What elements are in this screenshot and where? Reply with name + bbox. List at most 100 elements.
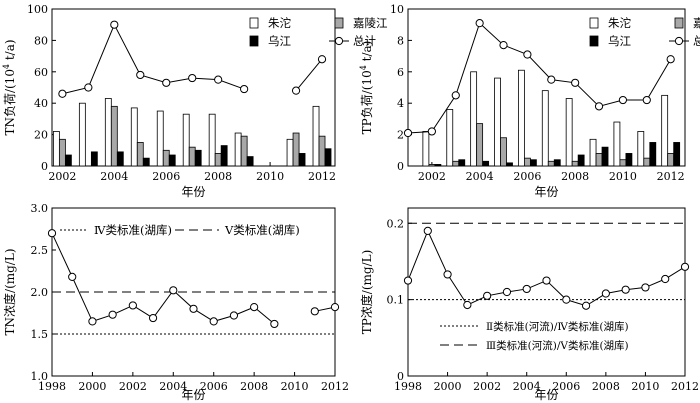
tp-load-bar-1	[517, 69, 525, 167]
tp-load-bar-2	[452, 160, 460, 167]
tp-load-line-point	[427, 127, 436, 136]
tn-conc-x-tick-label: 2000	[78, 380, 106, 393]
tp-conc-line-point	[601, 289, 610, 298]
tp-load-bar-3	[434, 164, 442, 167]
tn-load-bar-2	[188, 146, 196, 167]
tn-conc-x-tick-label: 2012	[321, 380, 349, 393]
tn-load-bar-2	[214, 153, 222, 167]
tp-load-y-tick-label: 2	[397, 129, 404, 142]
tp-load-bar-1	[637, 131, 645, 167]
tp-load-legend-label: 嘉陵江	[693, 16, 700, 30]
tn-load-legend-swatch	[249, 35, 259, 47]
tn-load-y-tick-label: 0	[41, 160, 48, 173]
tn-conc-line-point	[169, 286, 178, 295]
tn-conc-line-point	[189, 304, 198, 313]
tp-conc-line-point	[403, 276, 413, 285]
tn-load-line-point	[240, 84, 249, 94]
tp-load-bar-1	[446, 109, 454, 167]
tn-load-bar-3	[116, 151, 124, 167]
tp-load-bar-2	[619, 159, 627, 167]
tn-load-bar-2	[240, 135, 248, 167]
tn-conc-line-point	[47, 229, 57, 238]
tp-conc-line-point	[581, 301, 591, 310]
tn-conc-y-tick-label: 1.5	[31, 328, 49, 341]
tp-load-bar-2	[476, 123, 484, 167]
tn-load-bar-2	[162, 149, 170, 167]
tn-load-x-tick-label: 2004	[100, 170, 128, 183]
tn-load-y-axis-label: TN负荷/(104 t/a)	[2, 39, 17, 135]
tp-conc-line-point	[522, 284, 531, 294]
tn-load-x-tick-label: 2010	[256, 170, 284, 183]
tn-load-bar-1	[156, 110, 164, 167]
tn-conc-line-point	[88, 317, 97, 326]
tn-load-legend-label: 嘉陵江	[353, 16, 388, 30]
tn-load-bar-3	[90, 151, 98, 167]
tp-conc-legend-label: Ⅲ类标准(河流)/Ⅴ类标准(湖库)	[486, 339, 629, 352]
tp-load-legend-swatch	[589, 17, 599, 29]
tp-load-bar-3	[506, 162, 513, 167]
tp-load-legend-marker	[674, 36, 684, 46]
tn-load-line-point	[136, 70, 145, 80]
tn-conc-x-tick-label: 2002	[119, 380, 147, 393]
tn-load-line-point	[110, 20, 119, 29]
tp-conc-line-point	[661, 274, 670, 284]
tp-load-line-point	[475, 19, 484, 28]
tp-load-line-point	[618, 95, 628, 105]
tn-load-y-tick-label: 80	[34, 34, 48, 47]
tp-load-legend-label: 总计	[693, 34, 700, 48]
tn-conc-x-tick-label: 1998	[38, 380, 66, 393]
tn-load-y-tick-label: 100	[27, 3, 48, 16]
tp-conc-x-axis-label: 年份	[534, 388, 558, 402]
tn-load-bar-3	[64, 154, 72, 167]
tn-load-bar-1	[130, 107, 138, 167]
tp-conc-line-point	[542, 276, 551, 285]
tn-load-legend-marker	[334, 36, 344, 46]
tn-conc-line-point	[68, 272, 77, 281]
tp-load-line-point	[594, 102, 604, 111]
tn-load-bar-3	[246, 156, 254, 167]
tp-load-bar-3	[553, 159, 561, 167]
tp-conc-line-point	[423, 226, 432, 236]
tn-conc-y-tick-label: 2.5	[31, 244, 49, 257]
tn-load-line-point	[58, 89, 67, 98]
tp-load-y-tick-label: 0	[397, 160, 404, 173]
tn-load-bar-2	[292, 132, 300, 167]
tn-load-line-point	[317, 55, 327, 64]
tp-load-bar-1	[422, 131, 430, 167]
tn-load-bar-1	[312, 105, 320, 167]
tp-load-bar-1	[470, 71, 478, 167]
tn-load-bar-3	[142, 157, 150, 167]
tn-conc-line-point	[229, 311, 239, 320]
tp-load-x-tick-label: 2010	[609, 170, 637, 183]
tn-conc-x-tick-label: 2010	[281, 380, 309, 393]
tn-conc-y-axis-label: TN浓度/(mg/L)	[2, 249, 17, 336]
tn-load-legend-label: 朱沱	[268, 16, 291, 30]
tp-load-x-axis-label: 年份	[534, 185, 558, 199]
tn-conc-legend-label: Ⅳ类标准(湖库)	[94, 223, 172, 237]
tp-load-bar-3	[458, 159, 466, 167]
tp-load-legend-label: 朱沱	[608, 16, 631, 30]
tp-load-bar-1	[565, 98, 573, 167]
tp-load-bar-3	[625, 153, 633, 167]
tp-load-x-tick-label: 2006	[513, 170, 541, 183]
tn-conc-y-tick-label: 3.0	[31, 202, 49, 215]
tp-conc-y-tick-label: 0	[397, 370, 404, 383]
tp-conc-x-tick-label: 2006	[552, 380, 580, 393]
tn-conc-line-point	[270, 319, 279, 329]
tp-conc-legend-label: Ⅱ类标准(河流)/Ⅳ类标准(湖库)	[486, 320, 629, 333]
tn-conc-y-tick-label: 1.0	[31, 370, 49, 383]
tp-load-bar-2	[523, 157, 531, 167]
tn-load-bar-3	[168, 154, 176, 167]
tp-load-y-tick-label: 8	[397, 34, 404, 47]
tp-load-line-point	[666, 55, 675, 64]
tp-load-bar-1	[589, 138, 597, 167]
tp-load-x-tick-label: 2012	[657, 170, 685, 183]
tn-load-bar-1	[52, 131, 60, 167]
tp-conc-line-point	[443, 270, 452, 279]
tn-load-series-line	[62, 23, 245, 95]
tp-conc-line-point	[483, 291, 492, 300]
tn-load-bar-3	[298, 153, 306, 167]
tn-load-bar-3	[194, 149, 202, 167]
tn-load-y-tick-label: 60	[34, 66, 48, 79]
